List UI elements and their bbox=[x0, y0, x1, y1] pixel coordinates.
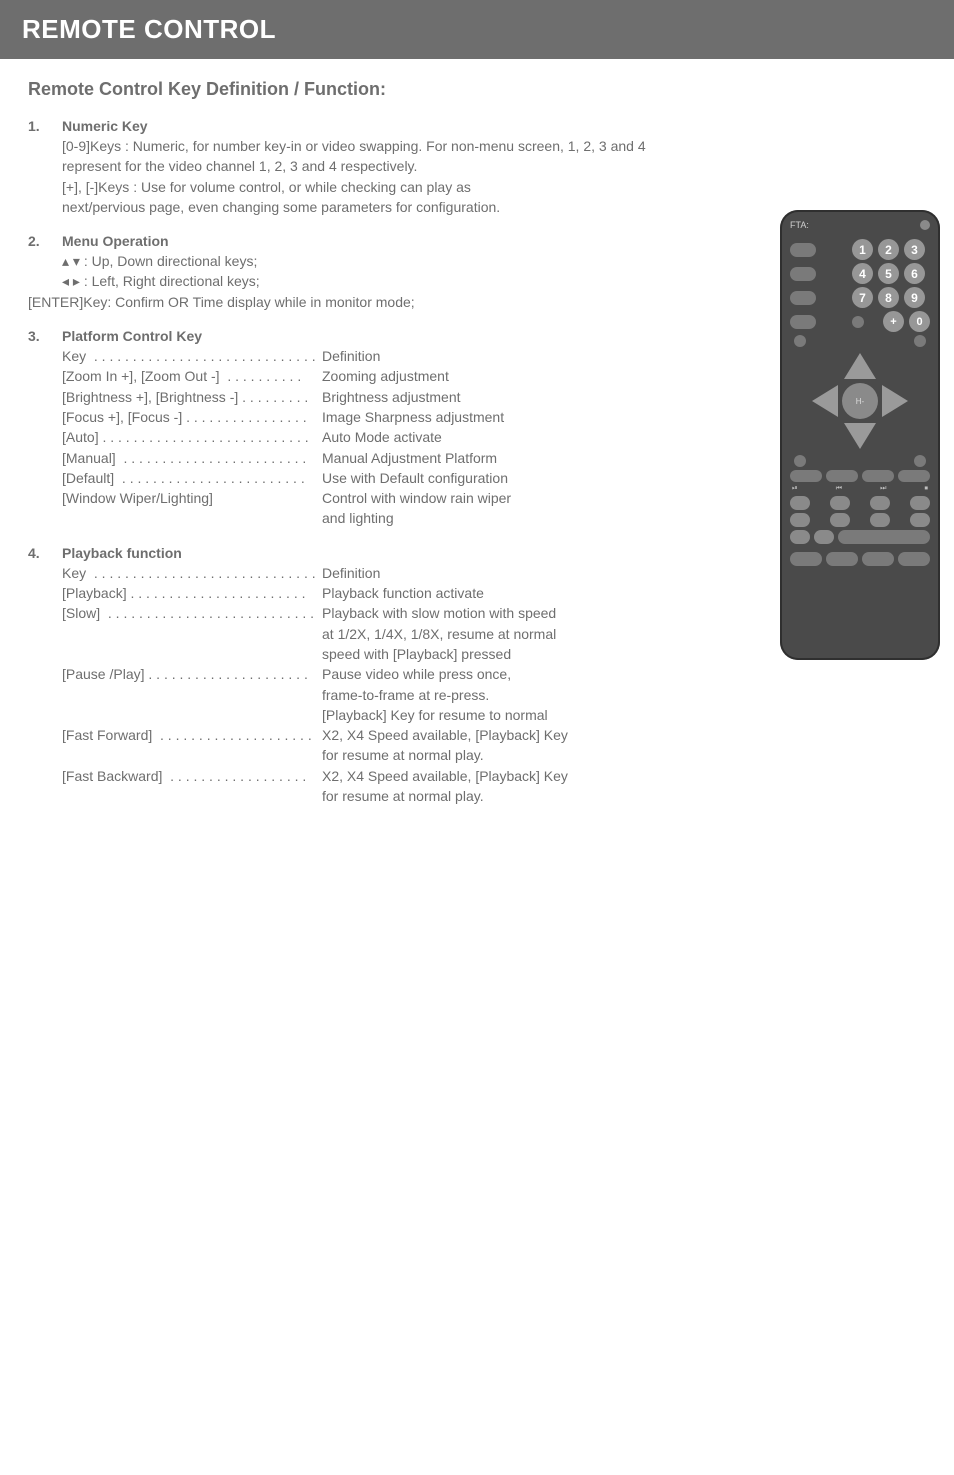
remote-num-0: 0 bbox=[909, 311, 930, 332]
kv-continuation: for resume at normal play. bbox=[62, 786, 926, 806]
kv-val: X2, X4 Speed available, [Playback] Key bbox=[322, 766, 568, 786]
kv-val: Image Sharpness adjustment bbox=[322, 407, 504, 427]
remote-func-button bbox=[862, 470, 894, 482]
section-title: Playback function bbox=[62, 545, 182, 561]
subtitle: Remote Control Key Definition / Function… bbox=[28, 79, 926, 100]
remote-func-button bbox=[826, 470, 858, 482]
kv-key: [Default] . . . . . . . . . . . . . . . … bbox=[62, 468, 322, 488]
remote-wide-button bbox=[862, 552, 894, 566]
remote-func-button bbox=[898, 470, 930, 482]
body-line: [0-9]Keys : Numeric, for number key-in o… bbox=[62, 136, 926, 156]
remote-transport-button bbox=[790, 530, 810, 544]
remote-dpad: H- bbox=[812, 353, 908, 449]
kv-key: [Brightness +], [Brightness -] . . . . .… bbox=[62, 387, 322, 407]
header-title: REMOTE CONTROL bbox=[22, 14, 276, 44]
remote-wide-button bbox=[838, 530, 930, 544]
section-number: 2. bbox=[28, 233, 62, 249]
remote-transport-button bbox=[910, 496, 930, 510]
kv-key: [Zoom In +], [Zoom Out -] . . . . . . . … bbox=[62, 366, 322, 386]
kv-key: [Auto] . . . . . . . . . . . . . . . . .… bbox=[62, 427, 322, 447]
remote-small-button bbox=[914, 335, 926, 347]
remote-button bbox=[790, 243, 816, 257]
remote-small-button bbox=[794, 335, 806, 347]
body-line: [+], [-]Keys : Use for volume control, o… bbox=[62, 177, 926, 197]
remote-small-button bbox=[852, 316, 864, 328]
remote-wide-button bbox=[826, 552, 858, 566]
remote-num-3: 3 bbox=[904, 239, 925, 260]
remote-plus: + bbox=[883, 311, 904, 332]
kv-key: Key . . . . . . . . . . . . . . . . . . … bbox=[62, 346, 322, 366]
kv-key: [Playback] . . . . . . . . . . . . . . .… bbox=[62, 583, 322, 603]
remote-transport-button bbox=[790, 496, 810, 510]
kv-val: Zooming adjustment bbox=[322, 366, 449, 386]
dpad-left-icon bbox=[812, 385, 838, 417]
remote-num-8: 8 bbox=[878, 287, 899, 308]
page-content: Remote Control Key Definition / Function… bbox=[0, 59, 954, 842]
kv-key: [Pause /Play] . . . . . . . . . . . . . … bbox=[62, 664, 322, 684]
remote-num-6: 6 bbox=[904, 263, 925, 284]
section-number: 4. bbox=[28, 545, 62, 561]
remote-control-image: FTA: 1 2 3 4 5 6 7 8 9 + 0 bbox=[780, 210, 940, 660]
dpad-down-icon bbox=[844, 423, 876, 449]
remote-small-button bbox=[914, 455, 926, 467]
kv-val: X2, X4 Speed available, [Playback] Key bbox=[322, 725, 568, 745]
remote-transport-button bbox=[830, 513, 850, 527]
kv-val: Playback with slow motion with speed bbox=[322, 603, 556, 623]
remote-wide-button bbox=[898, 552, 930, 566]
remote-num-7: 7 bbox=[852, 287, 873, 308]
kv-val: Use with Default configuration bbox=[322, 468, 508, 488]
dpad-up-icon bbox=[844, 353, 876, 379]
kv-key: [Manual] . . . . . . . . . . . . . . . .… bbox=[62, 448, 322, 468]
remote-brand-label: FTA: bbox=[790, 220, 809, 230]
remote-num-5: 5 bbox=[878, 263, 899, 284]
kv-key: [Slow] . . . . . . . . . . . . . . . . .… bbox=[62, 603, 322, 623]
remote-num-2: 2 bbox=[878, 239, 899, 260]
remote-transport-button bbox=[814, 530, 834, 544]
remote-transport-button bbox=[830, 496, 850, 510]
kv-val: Control with window rain wiper bbox=[322, 488, 511, 508]
kv-val: Manual Adjustment Platform bbox=[322, 448, 497, 468]
remote-num-9: 9 bbox=[904, 287, 925, 308]
kv-key: [Fast Forward] . . . . . . . . . . . . .… bbox=[62, 725, 322, 745]
kv-key: [Focus +], [Focus -] . . . . . . . . . .… bbox=[62, 407, 322, 427]
kv-continuation: for resume at normal play. bbox=[62, 745, 926, 765]
section-title: Platform Control Key bbox=[62, 328, 202, 344]
kv-key: [Fast Backward] . . . . . . . . . . . . … bbox=[62, 766, 322, 786]
section-title: Numeric Key bbox=[62, 118, 148, 134]
kv-val: Brightness adjustment bbox=[322, 387, 461, 407]
kv-key: [Window Wiper/Lighting] bbox=[62, 488, 322, 508]
remote-wide-button bbox=[790, 552, 822, 566]
header-bar: REMOTE CONTROL bbox=[0, 0, 954, 59]
kv-continuation: [Playback] Key for resume to normal bbox=[62, 705, 926, 725]
remote-num-4: 4 bbox=[852, 263, 873, 284]
kv-val: Playback function activate bbox=[322, 583, 484, 603]
kv-val: Definition bbox=[322, 346, 380, 366]
remote-button bbox=[790, 267, 816, 281]
section-numeric-key: 1. Numeric Key [0-9]Keys : Numeric, for … bbox=[28, 118, 926, 217]
remote-transport-button bbox=[870, 513, 890, 527]
remote-small-button bbox=[794, 455, 806, 467]
body-line: represent for the video channel 1, 2, 3 … bbox=[62, 156, 926, 176]
kv-key: Key . . . . . . . . . . . . . . . . . . … bbox=[62, 563, 322, 583]
dpad-enter-button: H- bbox=[842, 383, 878, 419]
kv-val: Pause video while press once, bbox=[322, 664, 511, 684]
remote-transport-button bbox=[910, 513, 930, 527]
kv-continuation: frame-to-frame at re-press. bbox=[62, 685, 926, 705]
kv-val: Auto Mode activate bbox=[322, 427, 442, 447]
power-led-icon bbox=[920, 220, 930, 230]
section-number: 1. bbox=[28, 118, 62, 134]
section-title: Menu Operation bbox=[62, 233, 169, 249]
kv-val: Definition bbox=[322, 563, 380, 583]
section-number: 3. bbox=[28, 328, 62, 344]
remote-button bbox=[790, 315, 816, 329]
dpad-right-icon bbox=[882, 385, 908, 417]
remote-button bbox=[790, 291, 816, 305]
remote-transport-button bbox=[870, 496, 890, 510]
remote-num-1: 1 bbox=[852, 239, 873, 260]
remote-transport-button bbox=[790, 513, 810, 527]
remote-func-button bbox=[790, 470, 822, 482]
